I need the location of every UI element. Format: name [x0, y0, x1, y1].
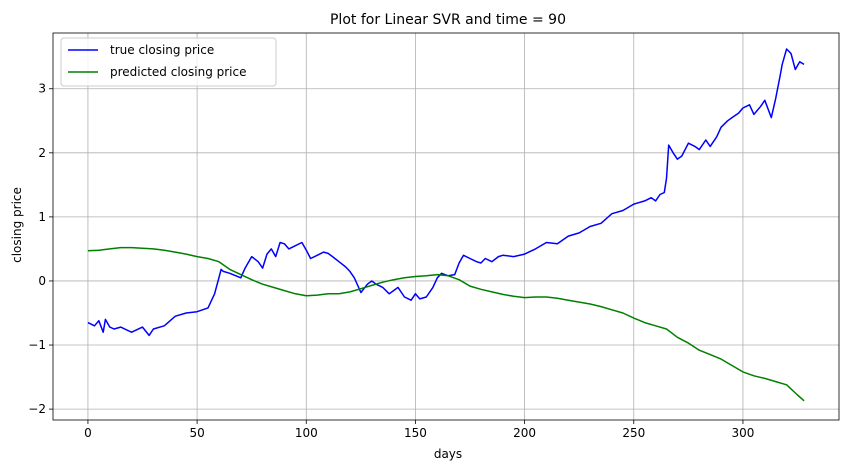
series-group — [87, 48, 805, 402]
x-tick-label: 150 — [404, 426, 427, 440]
y-tick-label: 3 — [38, 82, 46, 96]
legend-label: true closing price — [110, 43, 214, 57]
y-axis-label: closing price — [10, 187, 24, 263]
x-tick-label: 300 — [731, 426, 754, 440]
y-tick-label: −2 — [28, 402, 46, 416]
grid — [53, 33, 839, 420]
x-tick-label: 200 — [513, 426, 536, 440]
y-axis: −2 −1 0 1 2 3 — [28, 82, 53, 416]
legend-box — [60, 37, 277, 87]
x-axis: 0 50 100 150 200 250 300 — [84, 420, 754, 440]
legend: true closing price predicted closing pric… — [60, 37, 277, 87]
series-line-true-closing-price — [87, 48, 805, 337]
y-tick-label: 1 — [38, 210, 46, 224]
chart-title: Plot for Linear SVR and time = 90 — [330, 12, 566, 28]
x-tick-label: 250 — [622, 426, 645, 440]
x-tick-label: 50 — [189, 426, 204, 440]
x-tick-label: 0 — [84, 426, 92, 440]
y-tick-label: 2 — [38, 146, 46, 160]
series-line-predicted-closing-price — [87, 246, 805, 402]
legend-label: predicted closing price — [110, 65, 247, 79]
x-axis-label: days — [434, 447, 462, 461]
y-tick-label: 0 — [38, 274, 46, 288]
y-tick-label: −1 — [28, 338, 46, 352]
x-tick-label: 100 — [295, 426, 318, 440]
plot-frame — [52, 32, 840, 421]
